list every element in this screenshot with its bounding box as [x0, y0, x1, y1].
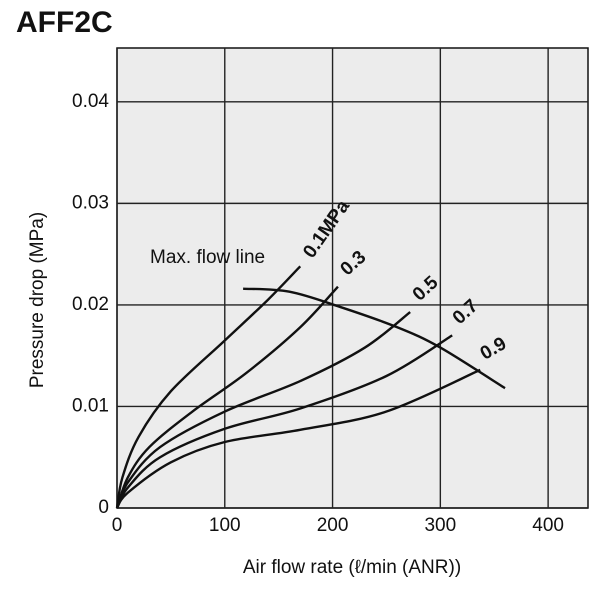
x-tick-label: 400	[532, 515, 564, 536]
x-tick-label: 200	[317, 515, 349, 536]
x-tick-label: 300	[424, 515, 456, 536]
y-tick-label: 0.03	[72, 192, 109, 213]
series-line	[115, 285, 339, 509]
chart-title: AFF2C	[16, 6, 113, 39]
series-line	[243, 287, 506, 390]
y-tick-label: 0.04	[72, 91, 109, 112]
annotation: Max. flow line	[150, 247, 265, 268]
series-line	[115, 368, 481, 509]
x-tick-label: 0	[112, 515, 123, 536]
y-axis-label: Pressure drop (MPa)	[27, 212, 48, 388]
series-line	[115, 311, 411, 509]
series-line	[115, 265, 302, 509]
y-tick-label: 0.02	[72, 294, 109, 315]
x-tick-label: 100	[209, 515, 241, 536]
x-axis-label: Air flow rate (ℓ/min (ANR))	[243, 557, 461, 578]
plot-area	[116, 47, 589, 509]
series-line	[115, 334, 453, 509]
y-tick-label: 0	[98, 497, 109, 518]
y-tick-label: 0.01	[72, 395, 109, 416]
